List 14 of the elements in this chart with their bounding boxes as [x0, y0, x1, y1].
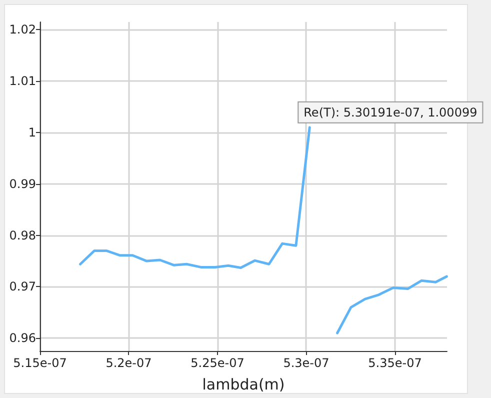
annotation: Re(T): 5.30191e-07, 1.00099: [304, 105, 478, 120]
y-tick-label: 1: [28, 126, 36, 140]
x-tick-label: 5.35e-07: [368, 356, 422, 370]
y-tick-label: 0.96: [9, 331, 36, 346]
x-axis-title: lambda(m): [202, 376, 285, 394]
y-tick-label: 0.98: [9, 228, 36, 242]
y-tick-label: 1.01: [9, 74, 36, 88]
x-tick-label: 5.25e-07: [190, 356, 244, 370]
y-tick-label: 0.99: [9, 176, 36, 191]
x-tick-label: 5.3e-07: [283, 356, 330, 370]
x-tick-label: 5.2e-07: [106, 356, 152, 370]
y-tick-label: 1.02: [9, 22, 36, 37]
x-tick-label: 5.15e-07: [13, 356, 67, 370]
y-tick-label: 0.97: [9, 280, 36, 294]
